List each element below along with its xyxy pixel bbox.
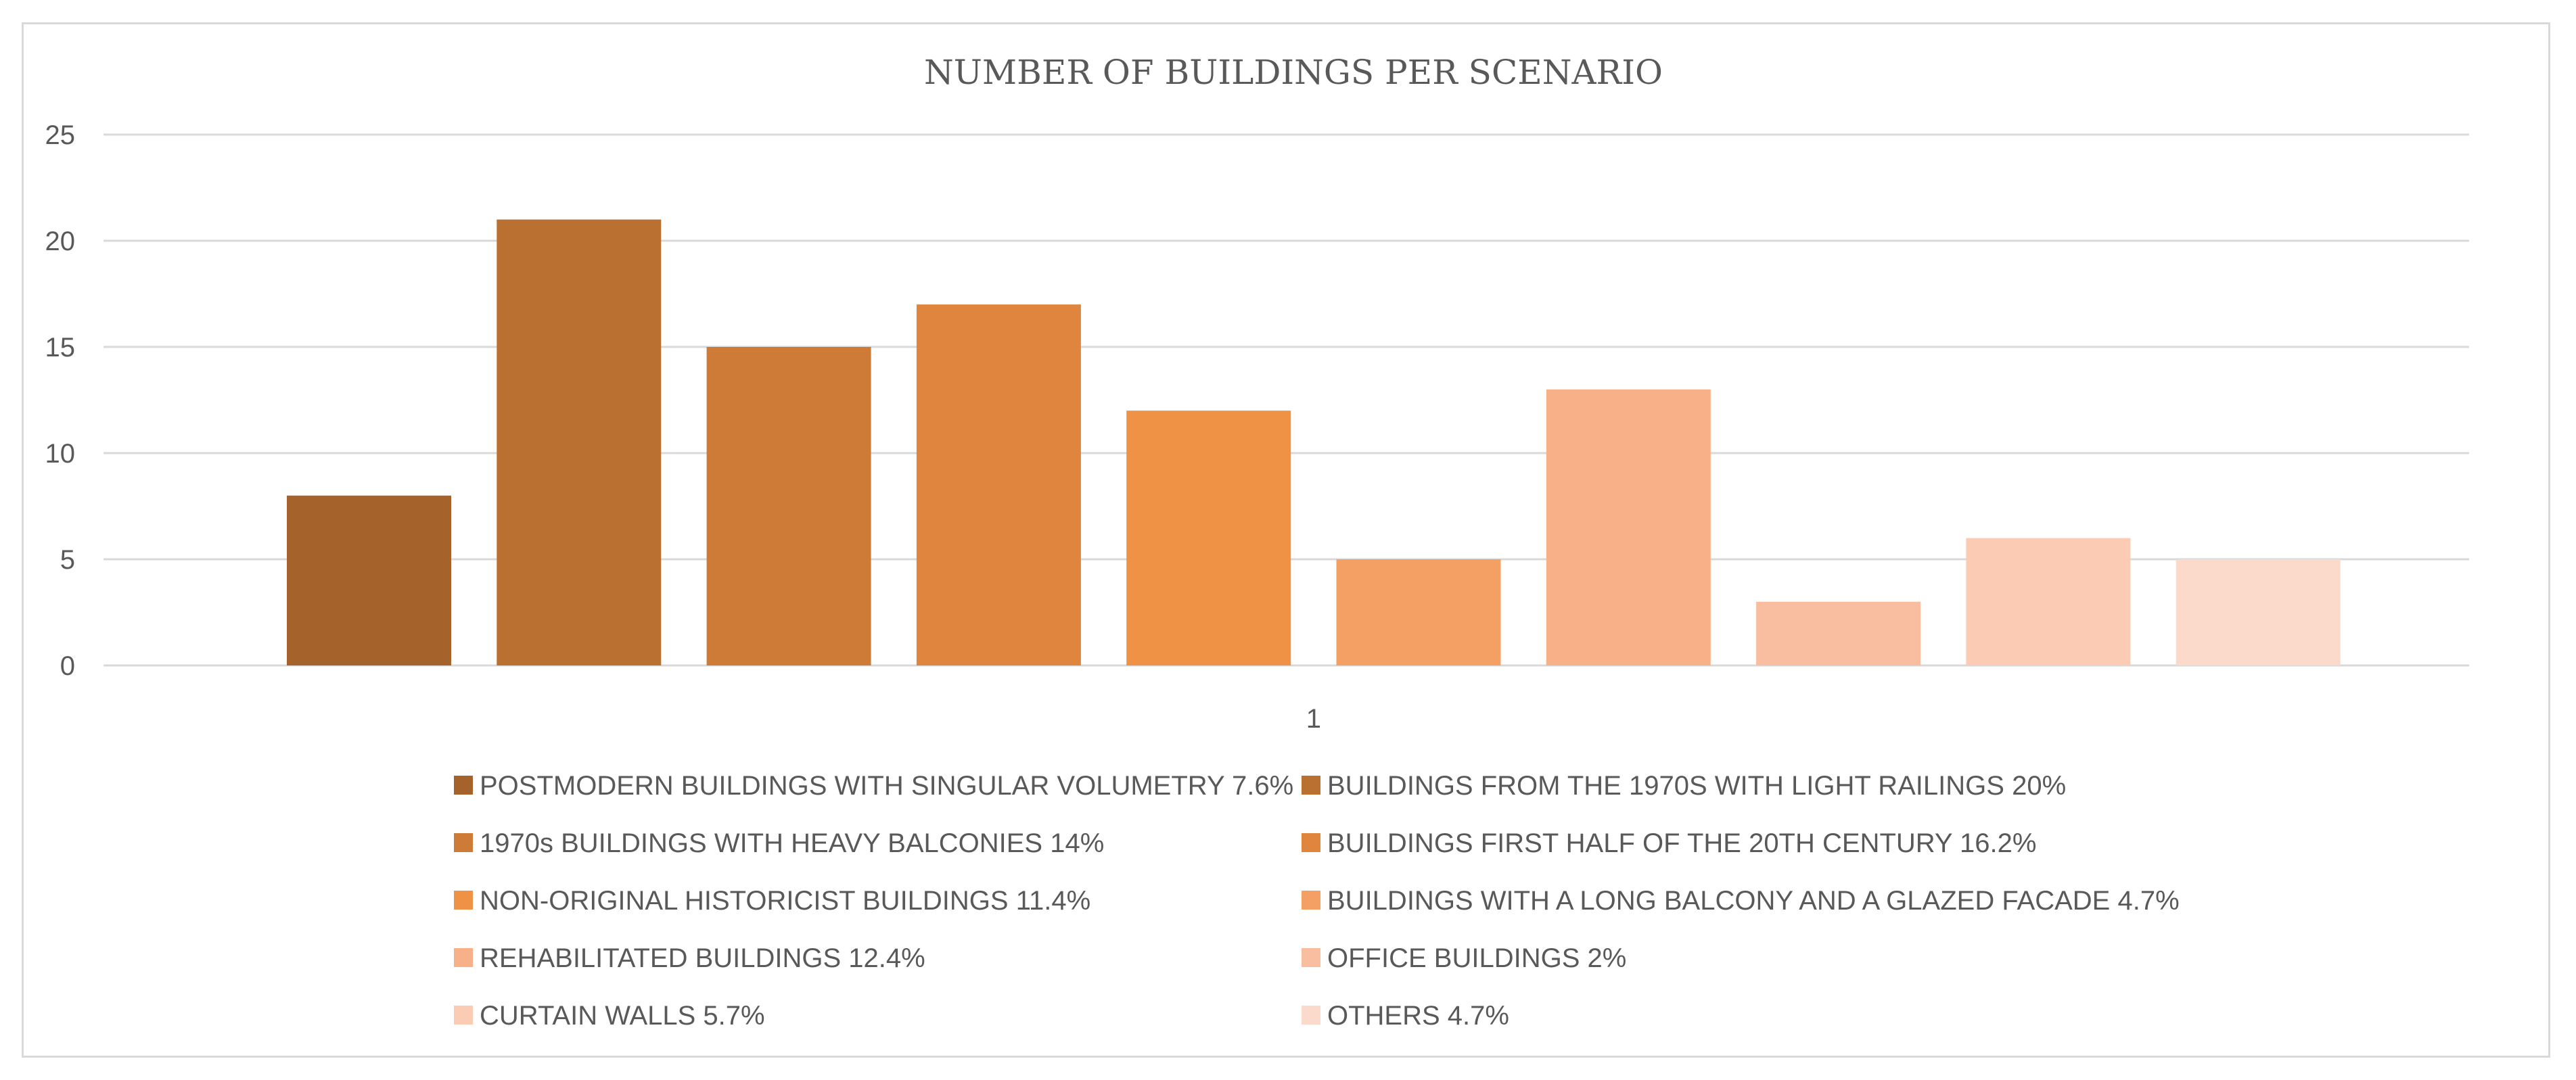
y-tick-label: 25 — [45, 120, 76, 150]
y-tick-label: 15 — [45, 333, 76, 362]
bars — [287, 219, 2341, 666]
x-axis-ticks: 1 — [1306, 704, 1321, 734]
legend-swatch — [1302, 1006, 1320, 1025]
legend-swatch — [454, 776, 473, 795]
y-tick-label: 0 — [60, 651, 75, 681]
bar[interactable] — [1126, 410, 1291, 665]
legend-item[interactable]: REHABILITATED BUILDINGS 12.4% — [454, 943, 925, 973]
legend-item[interactable]: 1970s BUILDINGS WITH HEAVY BALCONIES 14% — [454, 828, 1104, 858]
legend-item[interactable]: OTHERS 4.7% — [1302, 1001, 1509, 1031]
bar[interactable] — [916, 304, 1081, 665]
bar[interactable] — [1966, 538, 2131, 665]
legend-item[interactable]: POSTMODERN BUILDINGS WITH SINGULAR VOLUM… — [454, 771, 1293, 801]
y-tick-label: 5 — [60, 545, 75, 575]
legend-item[interactable]: BUILDINGS WITH A LONG BALCONY AND A GLAZ… — [1302, 886, 2180, 916]
legend-swatch — [454, 833, 473, 852]
legend-swatch — [454, 891, 473, 910]
legend-item[interactable]: OFFICE BUILDINGS 2% — [1302, 943, 1626, 973]
legend-swatch — [1302, 776, 1320, 795]
legend[interactable]: POSTMODERN BUILDINGS WITH SINGULAR VOLUM… — [454, 771, 2180, 1031]
legend-label: OFFICE BUILDINGS 2% — [1327, 943, 1626, 973]
legend-label: OTHERS 4.7% — [1327, 1001, 1509, 1031]
bar-chart: NUMBER OF BUILDINGS PER SCENARIO 0 5 10 15 2… — [45, 53, 2469, 1031]
legend-item[interactable]: NON-ORIGINAL HISTORICIST BUILDINGS 11.4% — [454, 886, 1090, 916]
legend-item[interactable]: BUILDINGS FIRST HALF OF THE 20TH CENTURY… — [1302, 828, 2036, 858]
bar[interactable] — [287, 495, 451, 665]
y-tick-label: 20 — [45, 227, 76, 256]
legend-label: REHABILITATED BUILDINGS 12.4% — [480, 943, 925, 973]
legend-swatch — [454, 1006, 473, 1025]
legend-label: BUILDINGS FROM THE 1970S WITH LIGHT RAIL… — [1327, 771, 2066, 801]
legend-label: 1970s BUILDINGS WITH HEAVY BALCONIES 14% — [480, 828, 1104, 858]
bar[interactable] — [706, 347, 871, 665]
legend-label: BUILDINGS WITH A LONG BALCONY AND A GLAZ… — [1327, 886, 2180, 916]
y-axis-ticks: 0 5 10 15 20 25 — [45, 120, 76, 681]
bar[interactable] — [1336, 559, 1501, 665]
legend-swatch — [1302, 891, 1320, 910]
x-tick-label: 1 — [1306, 704, 1321, 734]
legend-item[interactable]: CURTAIN WALLS 5.7% — [454, 1001, 765, 1031]
bar[interactable] — [1756, 601, 1921, 665]
legend-swatch — [454, 948, 473, 967]
bar[interactable] — [1546, 389, 1711, 665]
legend-label: POSTMODERN BUILDINGS WITH SINGULAR VOLUM… — [480, 771, 1293, 801]
legend-label: BUILDINGS FIRST HALF OF THE 20TH CENTURY… — [1327, 828, 2036, 858]
bar[interactable] — [497, 219, 662, 666]
legend-label: CURTAIN WALLS 5.7% — [480, 1001, 765, 1031]
legend-label: NON-ORIGINAL HISTORICIST BUILDINGS 11.4% — [480, 886, 1090, 916]
chart-title: NUMBER OF BUILDINGS PER SCENARIO — [924, 53, 1663, 92]
y-tick-label: 10 — [45, 439, 76, 469]
legend-item[interactable]: BUILDINGS FROM THE 1970S WITH LIGHT RAIL… — [1302, 771, 2066, 801]
bar[interactable] — [2176, 559, 2341, 665]
legend-swatch — [1302, 948, 1320, 967]
chart-frame: NUMBER OF BUILDINGS PER SCENARIO 0 5 10 15 2… — [22, 22, 2550, 1058]
legend-swatch — [1302, 833, 1320, 852]
